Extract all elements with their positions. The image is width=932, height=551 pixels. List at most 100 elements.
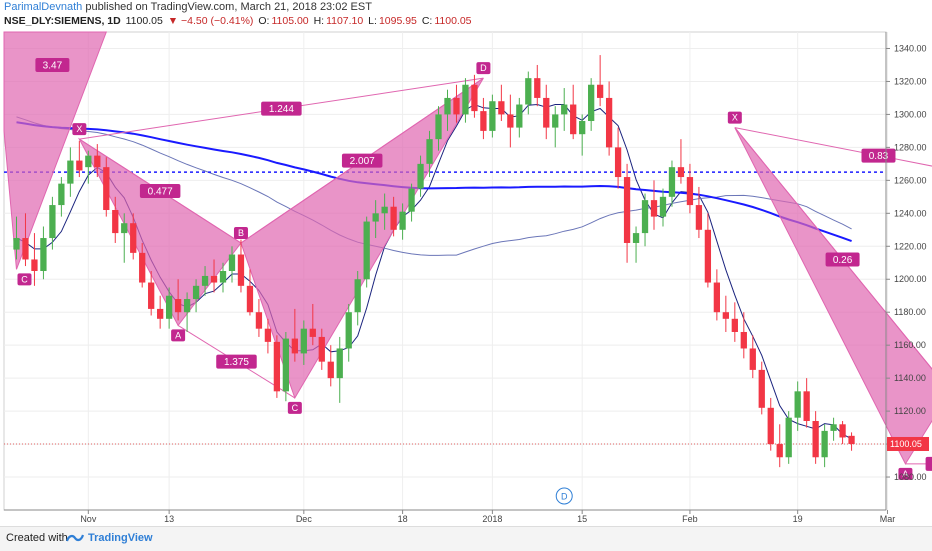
- dividend-marker-icon[interactable]: [555, 487, 573, 505]
- candle-body[interactable]: [480, 111, 487, 131]
- candle-body[interactable]: [49, 205, 56, 239]
- candle-body[interactable]: [543, 97, 550, 128]
- candle-body[interactable]: [588, 84, 595, 122]
- candle-body[interactable]: [345, 312, 352, 349]
- candle-body[interactable]: [13, 238, 20, 250]
- candle-body[interactable]: [704, 229, 712, 283]
- candle-body[interactable]: [192, 285, 200, 300]
- candle-body[interactable]: [821, 430, 828, 458]
- candle-body[interactable]: [237, 254, 245, 286]
- price-axis[interactable]: 1080.001100.001120.001140.001160.001180.…: [885, 32, 929, 510]
- candle-body[interactable]: [363, 221, 370, 280]
- candle-body[interactable]: [525, 78, 532, 105]
- candlesticks[interactable]: [13, 55, 855, 468]
- candle-body[interactable]: [686, 177, 694, 206]
- candle-body[interactable]: [471, 84, 478, 112]
- candle-body[interactable]: [76, 160, 83, 171]
- candle-body[interactable]: [516, 104, 523, 128]
- candle-body[interactable]: [462, 84, 469, 115]
- candle-body[interactable]: [112, 210, 119, 234]
- candle-body[interactable]: [570, 104, 577, 135]
- author-name[interactable]: ParimalDevnath: [4, 1, 83, 13]
- candle-body[interactable]: [40, 238, 47, 271]
- candle-body[interactable]: [94, 155, 101, 168]
- candle-body[interactable]: [758, 369, 765, 408]
- candle-body[interactable]: [210, 275, 218, 283]
- candle-body[interactable]: [85, 155, 92, 168]
- tradingview-brand[interactable]: TradingView: [88, 532, 153, 544]
- candle-body[interactable]: [848, 435, 855, 444]
- candle-body[interactable]: [31, 259, 38, 271]
- candle-body[interactable]: [614, 147, 622, 178]
- candle-body[interactable]: [785, 417, 792, 458]
- candle-body[interactable]: [318, 336, 325, 362]
- candle-body[interactable]: [246, 285, 254, 313]
- candle-body[interactable]: [489, 101, 496, 131]
- candle-body[interactable]: [444, 97, 451, 115]
- candle-body[interactable]: [641, 200, 649, 234]
- candle-body[interactable]: [534, 78, 541, 98]
- candle-body[interactable]: [632, 233, 640, 243]
- candle-body[interactable]: [453, 97, 460, 115]
- candle-body[interactable]: [300, 328, 307, 354]
- candle-body[interactable]: [596, 84, 604, 98]
- candle-body[interactable]: [426, 139, 433, 164]
- candle-body[interactable]: [713, 282, 721, 313]
- candle-body[interactable]: [201, 275, 209, 286]
- candle-body[interactable]: [219, 271, 227, 283]
- harmonic-patterns[interactable]: [3, 31, 932, 465]
- candle-body[interactable]: [381, 206, 388, 214]
- candle-body[interactable]: [399, 211, 406, 230]
- candle-body[interactable]: [183, 299, 191, 313]
- candle-body[interactable]: [264, 328, 272, 342]
- candle-body[interactable]: [130, 223, 137, 253]
- candle-body[interactable]: [668, 167, 676, 197]
- candle-body[interactable]: [839, 424, 846, 438]
- price-chart[interactable]: 0.4771.3751.2442.007XABCD0.261.0190.833.…: [0, 0, 932, 526]
- candle-body[interactable]: [794, 391, 801, 418]
- candle-body[interactable]: [776, 444, 783, 458]
- candle-body[interactable]: [148, 282, 155, 309]
- candle-body[interactable]: [767, 407, 774, 445]
- candle-body[interactable]: [830, 424, 837, 431]
- candle-body[interactable]: [659, 196, 667, 217]
- candle-body[interactable]: [58, 183, 65, 206]
- candle-body[interactable]: [255, 312, 263, 329]
- candle-body[interactable]: [507, 114, 514, 128]
- candle-body[interactable]: [695, 205, 703, 230]
- candle-body[interactable]: [228, 254, 236, 271]
- candle-body[interactable]: [157, 308, 164, 319]
- candle-body[interactable]: [417, 163, 424, 189]
- candle-body[interactable]: [372, 213, 379, 222]
- candle-body[interactable]: [327, 361, 334, 379]
- candle-body[interactable]: [22, 238, 29, 260]
- partial-pattern-left[interactable]: [3, 31, 108, 270]
- candle-body[interactable]: [435, 114, 442, 140]
- candle-body[interactable]: [273, 341, 281, 392]
- candle-body[interactable]: [282, 338, 290, 392]
- candle-body[interactable]: [605, 97, 613, 148]
- candle-body[interactable]: [354, 279, 361, 313]
- candle-body[interactable]: [623, 177, 631, 243]
- candle-body[interactable]: [749, 348, 756, 370]
- candle-body[interactable]: [165, 295, 173, 319]
- candle-body[interactable]: [291, 338, 298, 354]
- candle-body[interactable]: [390, 206, 397, 230]
- candle-body[interactable]: [731, 318, 738, 332]
- candle-body[interactable]: [740, 331, 747, 349]
- candle-body[interactable]: [174, 299, 182, 313]
- candle-body[interactable]: [812, 420, 819, 458]
- symbol-label[interactable]: NSE_DLY:SIEMENS, 1D: [4, 15, 121, 27]
- candle-body[interactable]: [561, 104, 568, 115]
- candle-body[interactable]: [309, 328, 316, 337]
- time-axis[interactable]: Nov13Dec18201815Feb19Mar19: [4, 509, 932, 524]
- candle-body[interactable]: [139, 252, 146, 283]
- candle-body[interactable]: [103, 167, 110, 211]
- candle-body[interactable]: [650, 200, 658, 217]
- candle-body[interactable]: [67, 160, 74, 184]
- candle-body[interactable]: [408, 188, 415, 212]
- candle-body[interactable]: [677, 167, 685, 178]
- candle-body[interactable]: [498, 101, 505, 115]
- candle-body[interactable]: [579, 121, 586, 135]
- candle-body[interactable]: [121, 223, 128, 234]
